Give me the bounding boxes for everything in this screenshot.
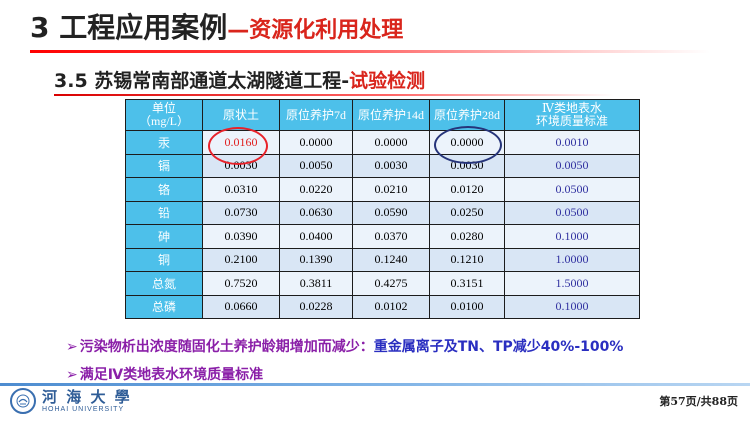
table-row: 铜 0.2100 0.1390 0.1240 0.1210 1.0000 bbox=[125, 247, 640, 272]
table-row: 总磷 0.0660 0.0228 0.0102 0.0100 0.1000 bbox=[125, 294, 640, 319]
standard-cell: 1.0000 bbox=[504, 247, 640, 272]
row-label: 砷 bbox=[125, 224, 203, 249]
standard-cell: 1.5000 bbox=[504, 271, 640, 296]
table-cell: 0.0280 bbox=[429, 224, 505, 249]
unit-header-line2: （mg/L） bbox=[139, 114, 189, 128]
standard-cell: 0.0050 bbox=[504, 153, 640, 178]
section-subtitle: 3.5 苏锡常南部通道太湖隧道工程-试验检测 bbox=[54, 66, 425, 93]
table-cell: 0.0210 bbox=[352, 177, 430, 202]
table-cell: 0.1390 bbox=[279, 247, 353, 272]
row-label: 总氮 bbox=[125, 271, 203, 296]
table-cell: 0.0120 bbox=[429, 177, 505, 202]
table-header-row: 单位 （mg/L） 原状土 原位养护7d 原位养护14d 原位养护28d Ⅳ类地… bbox=[125, 99, 640, 131]
bullet-point: ➢ 满足Ⅳ类地表水环境质量标准 bbox=[66, 364, 263, 384]
table-cell: 0.0370 bbox=[352, 224, 430, 249]
row-label: 总磷 bbox=[125, 294, 203, 319]
row-label: 铅 bbox=[125, 200, 203, 225]
section-subtitle-accent: 试验检测 bbox=[349, 70, 426, 92]
standard-cell: 0.0500 bbox=[504, 177, 640, 202]
table-cell: 0.0030 bbox=[352, 153, 430, 178]
table-cell: 0.0730 bbox=[202, 200, 280, 225]
column-header: 原位养护14d bbox=[352, 99, 430, 131]
table-cell: 0.0030 bbox=[202, 153, 280, 178]
table-cell: 0.0100 bbox=[429, 294, 505, 319]
table-row: 铅 0.0730 0.0630 0.0590 0.0250 0.0500 bbox=[125, 200, 640, 225]
table-cell: 0.0160 bbox=[202, 130, 280, 155]
unit-header: 单位 （mg/L） bbox=[125, 99, 203, 131]
bullet-text: 满足Ⅳ类地表水环境质量标准 bbox=[79, 367, 264, 383]
table-cell: 0.0102 bbox=[352, 294, 430, 319]
standard-header: Ⅳ类地表水 环境质量标准 bbox=[504, 99, 640, 131]
standard-cell: 0.0010 bbox=[504, 130, 640, 155]
arrow-bullet-icon: ➢ bbox=[66, 339, 78, 355]
subtitle-divider bbox=[54, 94, 614, 96]
table-cell: 0.1210 bbox=[429, 247, 505, 272]
table-row: 铬 0.0310 0.0220 0.0210 0.0120 0.0500 bbox=[125, 177, 640, 202]
row-label: 铜 bbox=[125, 247, 203, 272]
row-label: 汞 bbox=[125, 130, 203, 155]
table-cell: 0.2100 bbox=[202, 247, 280, 272]
column-header: 原位养护7d bbox=[279, 99, 353, 131]
page-title: 3 工程应用案例—资源化利用处理 bbox=[30, 6, 403, 46]
logo-chinese-name: 河 海 大 學 bbox=[42, 387, 132, 406]
arrow-bullet-icon: ➢ bbox=[66, 367, 78, 383]
table-cell: 0.0030 bbox=[429, 153, 505, 178]
bullet-text: 污染物析出浓度随固化土养护龄期增加而减少： bbox=[79, 339, 374, 355]
table-cell: 0.4275 bbox=[352, 271, 430, 296]
table-cell: 0.0590 bbox=[352, 200, 430, 225]
table-cell: 0.0220 bbox=[279, 177, 353, 202]
table-cell: 0.0400 bbox=[279, 224, 353, 249]
row-label: 镉 bbox=[125, 153, 203, 178]
page-title-main: 3 工程应用案例 bbox=[30, 11, 228, 44]
unit-header-line1: 单位 bbox=[151, 101, 176, 115]
bullet-point: ➢ 污染物析出浓度随固化土养护龄期增加而减少：重金属离子及TN、TP减少40%-1… bbox=[66, 336, 623, 356]
row-label: 铬 bbox=[125, 177, 203, 202]
table-cell: 0.0310 bbox=[202, 177, 280, 202]
column-header: 原状土 bbox=[202, 99, 280, 131]
university-logo: 河 海 大 學 HOHAI UNIVERSITY bbox=[10, 388, 132, 414]
table-row: 砷 0.0390 0.0400 0.0370 0.0280 0.1000 bbox=[125, 224, 640, 249]
table-cell: 0.0390 bbox=[202, 224, 280, 249]
section-subtitle-main: 3.5 苏锡常南部通道太湖隧道工程- bbox=[54, 70, 350, 92]
standard-cell: 0.1000 bbox=[504, 294, 640, 319]
table-row: 镉 0.0030 0.0050 0.0030 0.0030 0.0050 bbox=[125, 153, 640, 178]
table-cell: 0.1240 bbox=[352, 247, 430, 272]
table-cell: 0.0000 bbox=[429, 130, 505, 155]
table-cell: 0.0630 bbox=[279, 200, 353, 225]
table-cell: 0.0050 bbox=[279, 153, 353, 178]
standard-cell: 0.1000 bbox=[504, 224, 640, 249]
table-cell: 0.3151 bbox=[429, 271, 505, 296]
standard-header-line2: 环境质量标准 bbox=[535, 114, 608, 128]
page-number: 第57页/共88页 bbox=[659, 395, 738, 408]
table-row: 汞 0.0160 0.0000 0.0000 0.0000 0.0010 bbox=[125, 130, 640, 155]
footer-divider bbox=[0, 383, 750, 386]
standard-cell: 0.0500 bbox=[504, 200, 640, 225]
table-cell: 0.0250 bbox=[429, 200, 505, 225]
bullet-emphasis: 重金属离子及TN、TP减少40%-100% bbox=[373, 339, 624, 355]
table-cell: 0.0228 bbox=[279, 294, 353, 319]
university-seal-icon bbox=[10, 388, 36, 414]
leaching-test-table: 单位 （mg/L） 原状土 原位养护7d 原位养护14d 原位养护28d Ⅳ类地… bbox=[125, 99, 640, 319]
table-cell: 0.7520 bbox=[202, 271, 280, 296]
column-header: 原位养护28d bbox=[429, 99, 505, 131]
table-row: 总氮 0.7520 0.3811 0.4275 0.3151 1.5000 bbox=[125, 271, 640, 296]
table-cell: 0.0000 bbox=[279, 130, 353, 155]
table-cell: 0.0660 bbox=[202, 294, 280, 319]
table-cell: 0.3811 bbox=[279, 271, 353, 296]
logo-english-name: HOHAI UNIVERSITY bbox=[42, 405, 125, 413]
table-cell: 0.0000 bbox=[352, 130, 430, 155]
title-divider bbox=[30, 50, 710, 53]
page-title-accent: —资源化利用处理 bbox=[227, 18, 404, 43]
standard-header-line1: Ⅳ类地表水 bbox=[542, 101, 602, 115]
